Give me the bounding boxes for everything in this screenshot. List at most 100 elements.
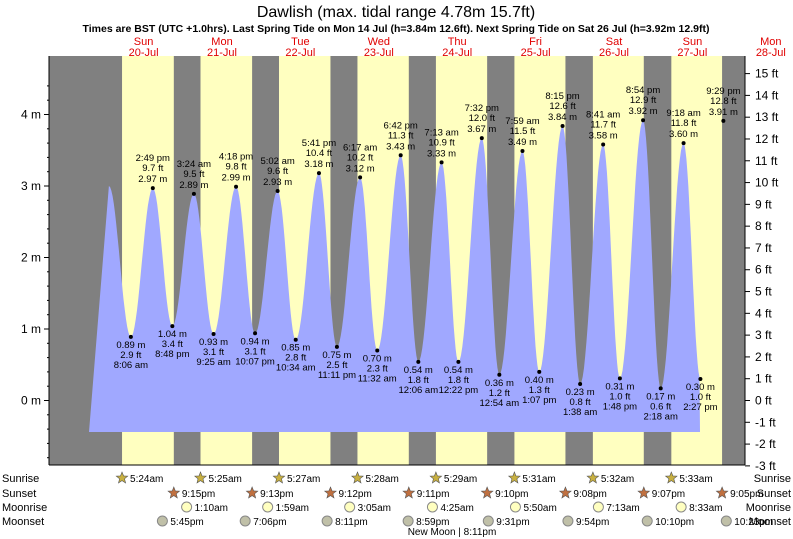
chart-subtitle: Times are BST (UTC +1.0hrs). Last Spring… bbox=[83, 23, 710, 35]
moonrise-time: 3:05am bbox=[358, 503, 391, 514]
tide-time: 3:24 am bbox=[177, 159, 211, 170]
day-header-date: 27-Jul bbox=[677, 47, 707, 59]
tide-time: 7:59 am bbox=[505, 116, 539, 127]
y-tick-label-ft: 11 ft bbox=[755, 154, 778, 168]
row-label-sunrise-right: Sunrise bbox=[754, 473, 791, 485]
tide-point bbox=[293, 337, 298, 342]
day-header-name: Sun bbox=[683, 36, 703, 48]
sunrise-time: 5:29am bbox=[444, 474, 477, 485]
tide-height-ft: 12.6 ft bbox=[549, 101, 576, 112]
row-label-moonset-right: Moonset bbox=[749, 516, 791, 528]
tide-height-ft: 3.4 ft bbox=[162, 339, 183, 350]
tide-height-ft: 11.7 ft bbox=[590, 120, 616, 131]
sunrise-time: 5:24am bbox=[130, 474, 163, 485]
y-tick-label-ft: 6 ft bbox=[755, 263, 772, 277]
sunset-time: 9:10pm bbox=[495, 489, 528, 500]
moonrise-time: 4:25am bbox=[440, 503, 473, 514]
sunset-time: 9:05pm bbox=[730, 489, 763, 500]
sunrise-time: 5:28am bbox=[365, 474, 398, 485]
tide-time: 10:07 pm bbox=[235, 356, 275, 367]
tide-point bbox=[170, 324, 175, 329]
tide-time: 5:41 pm bbox=[302, 138, 336, 149]
tide-point bbox=[211, 332, 216, 337]
row-label-moonrise: Moonrise bbox=[2, 502, 47, 514]
sunrise-icon bbox=[664, 471, 678, 484]
moonset-icon bbox=[321, 515, 333, 527]
moonrise-icon bbox=[181, 501, 193, 513]
tide-point bbox=[128, 334, 133, 339]
tide-time: 8:48 pm bbox=[155, 349, 189, 360]
tide-point bbox=[537, 369, 542, 374]
y-tick-label-m: 3 m bbox=[21, 179, 41, 193]
row-label-moonset: Moonset bbox=[2, 516, 44, 528]
tide-height-m: 0.93 m bbox=[199, 337, 228, 348]
tide-time: 9:29 pm bbox=[706, 86, 740, 97]
tide-height-ft: 1.2 ft bbox=[489, 388, 510, 399]
tide-time: 1:07 pm bbox=[522, 395, 556, 406]
tide-height-ft: 0.8 ft bbox=[570, 397, 591, 408]
moonrise-time: 1:59am bbox=[276, 503, 309, 514]
tide-point bbox=[191, 191, 196, 196]
y-tick-label-ft: 1 ft bbox=[755, 372, 772, 386]
moonset-time: 10:10pm bbox=[655, 517, 694, 528]
tide-height-m: 3.49 m bbox=[508, 137, 537, 148]
moonset-time: 7:06pm bbox=[253, 517, 286, 528]
y-tick-label-m: 2 m bbox=[21, 251, 41, 265]
moonset-time: 8:59pm bbox=[416, 517, 449, 528]
tide-point bbox=[681, 141, 686, 146]
tide-height-m: 0.89 m bbox=[116, 340, 145, 351]
sunrise-time: 5:33am bbox=[679, 474, 712, 485]
tide-height-ft: 1.0 ft bbox=[609, 391, 630, 402]
y-tick-label-ft: -3 ft bbox=[755, 459, 776, 473]
tide-time: 12:06 am bbox=[399, 385, 439, 396]
tide-time: 8:15 pm bbox=[545, 91, 579, 102]
day-header-date: 21-Jul bbox=[207, 47, 237, 59]
moonset-icon bbox=[156, 515, 168, 527]
sunset-icon bbox=[637, 486, 651, 499]
tide-point bbox=[253, 331, 258, 336]
tide-height-m: 0.23 m bbox=[566, 387, 595, 398]
sunrise-time: 5:27am bbox=[287, 474, 320, 485]
day-header-name: Tue bbox=[291, 36, 310, 48]
moonrise-time: 1:10am bbox=[195, 503, 228, 514]
tide-time: 2:27 pm bbox=[683, 402, 717, 413]
day-header-date: 20-Jul bbox=[129, 47, 159, 59]
tide-height-m: 0.70 m bbox=[363, 353, 392, 364]
tide-point bbox=[520, 148, 525, 153]
moonset-icon bbox=[720, 515, 732, 527]
tide-height-m: 0.36 m bbox=[485, 378, 514, 389]
tide-height-m: 3.18 m bbox=[304, 159, 333, 170]
tide-time: 8:41 am bbox=[586, 110, 620, 121]
tide-point bbox=[334, 344, 339, 349]
tide-height-ft: 3.1 ft bbox=[203, 347, 224, 358]
sunset-icon bbox=[402, 486, 416, 499]
sunrise-time: 5:32am bbox=[601, 474, 634, 485]
tide-time: 12:22 pm bbox=[439, 385, 479, 396]
tide-height-m: 0.40 m bbox=[525, 375, 554, 386]
tide-time: 10:34 am bbox=[276, 363, 316, 374]
tide-time: 7:13 am bbox=[424, 127, 458, 138]
tide-height-ft: 1.3 ft bbox=[529, 385, 550, 396]
moonset-time: 9:31pm bbox=[496, 517, 529, 528]
sunrise-icon bbox=[272, 471, 286, 484]
tide-height-ft: 2.5 ft bbox=[326, 360, 347, 371]
tide-labels: 0.89 m2.9 ft8:06 am 2:49 pm9.7 ft2.97 m 1.… bbox=[114, 85, 741, 422]
y-tick-label-m: 4 m bbox=[21, 108, 41, 122]
moonset-icon bbox=[239, 515, 251, 527]
moonset-time: 9:54pm bbox=[576, 517, 609, 528]
moonrise-icon bbox=[592, 501, 604, 513]
moonset-icon bbox=[402, 515, 414, 527]
tide-point bbox=[641, 118, 646, 123]
y-tick-label-ft: 13 ft bbox=[755, 110, 779, 124]
tide-height-ft: 10.9 ft bbox=[428, 137, 455, 148]
tide-height-ft: 9.5 ft bbox=[183, 169, 204, 180]
tide-height-m: 0.94 m bbox=[241, 336, 270, 347]
tide-height-ft: 9.8 ft bbox=[225, 162, 246, 173]
tide-height-m: 0.85 m bbox=[281, 343, 310, 354]
sunrise-icon bbox=[586, 471, 600, 484]
sunset-time: 9:07pm bbox=[652, 489, 685, 500]
moonset-icon bbox=[641, 515, 653, 527]
y-tick-label-ft: 15 ft bbox=[755, 67, 779, 81]
y-tick-label-ft: 8 ft bbox=[755, 219, 772, 233]
day-header-date: 24-Jul bbox=[442, 47, 472, 59]
